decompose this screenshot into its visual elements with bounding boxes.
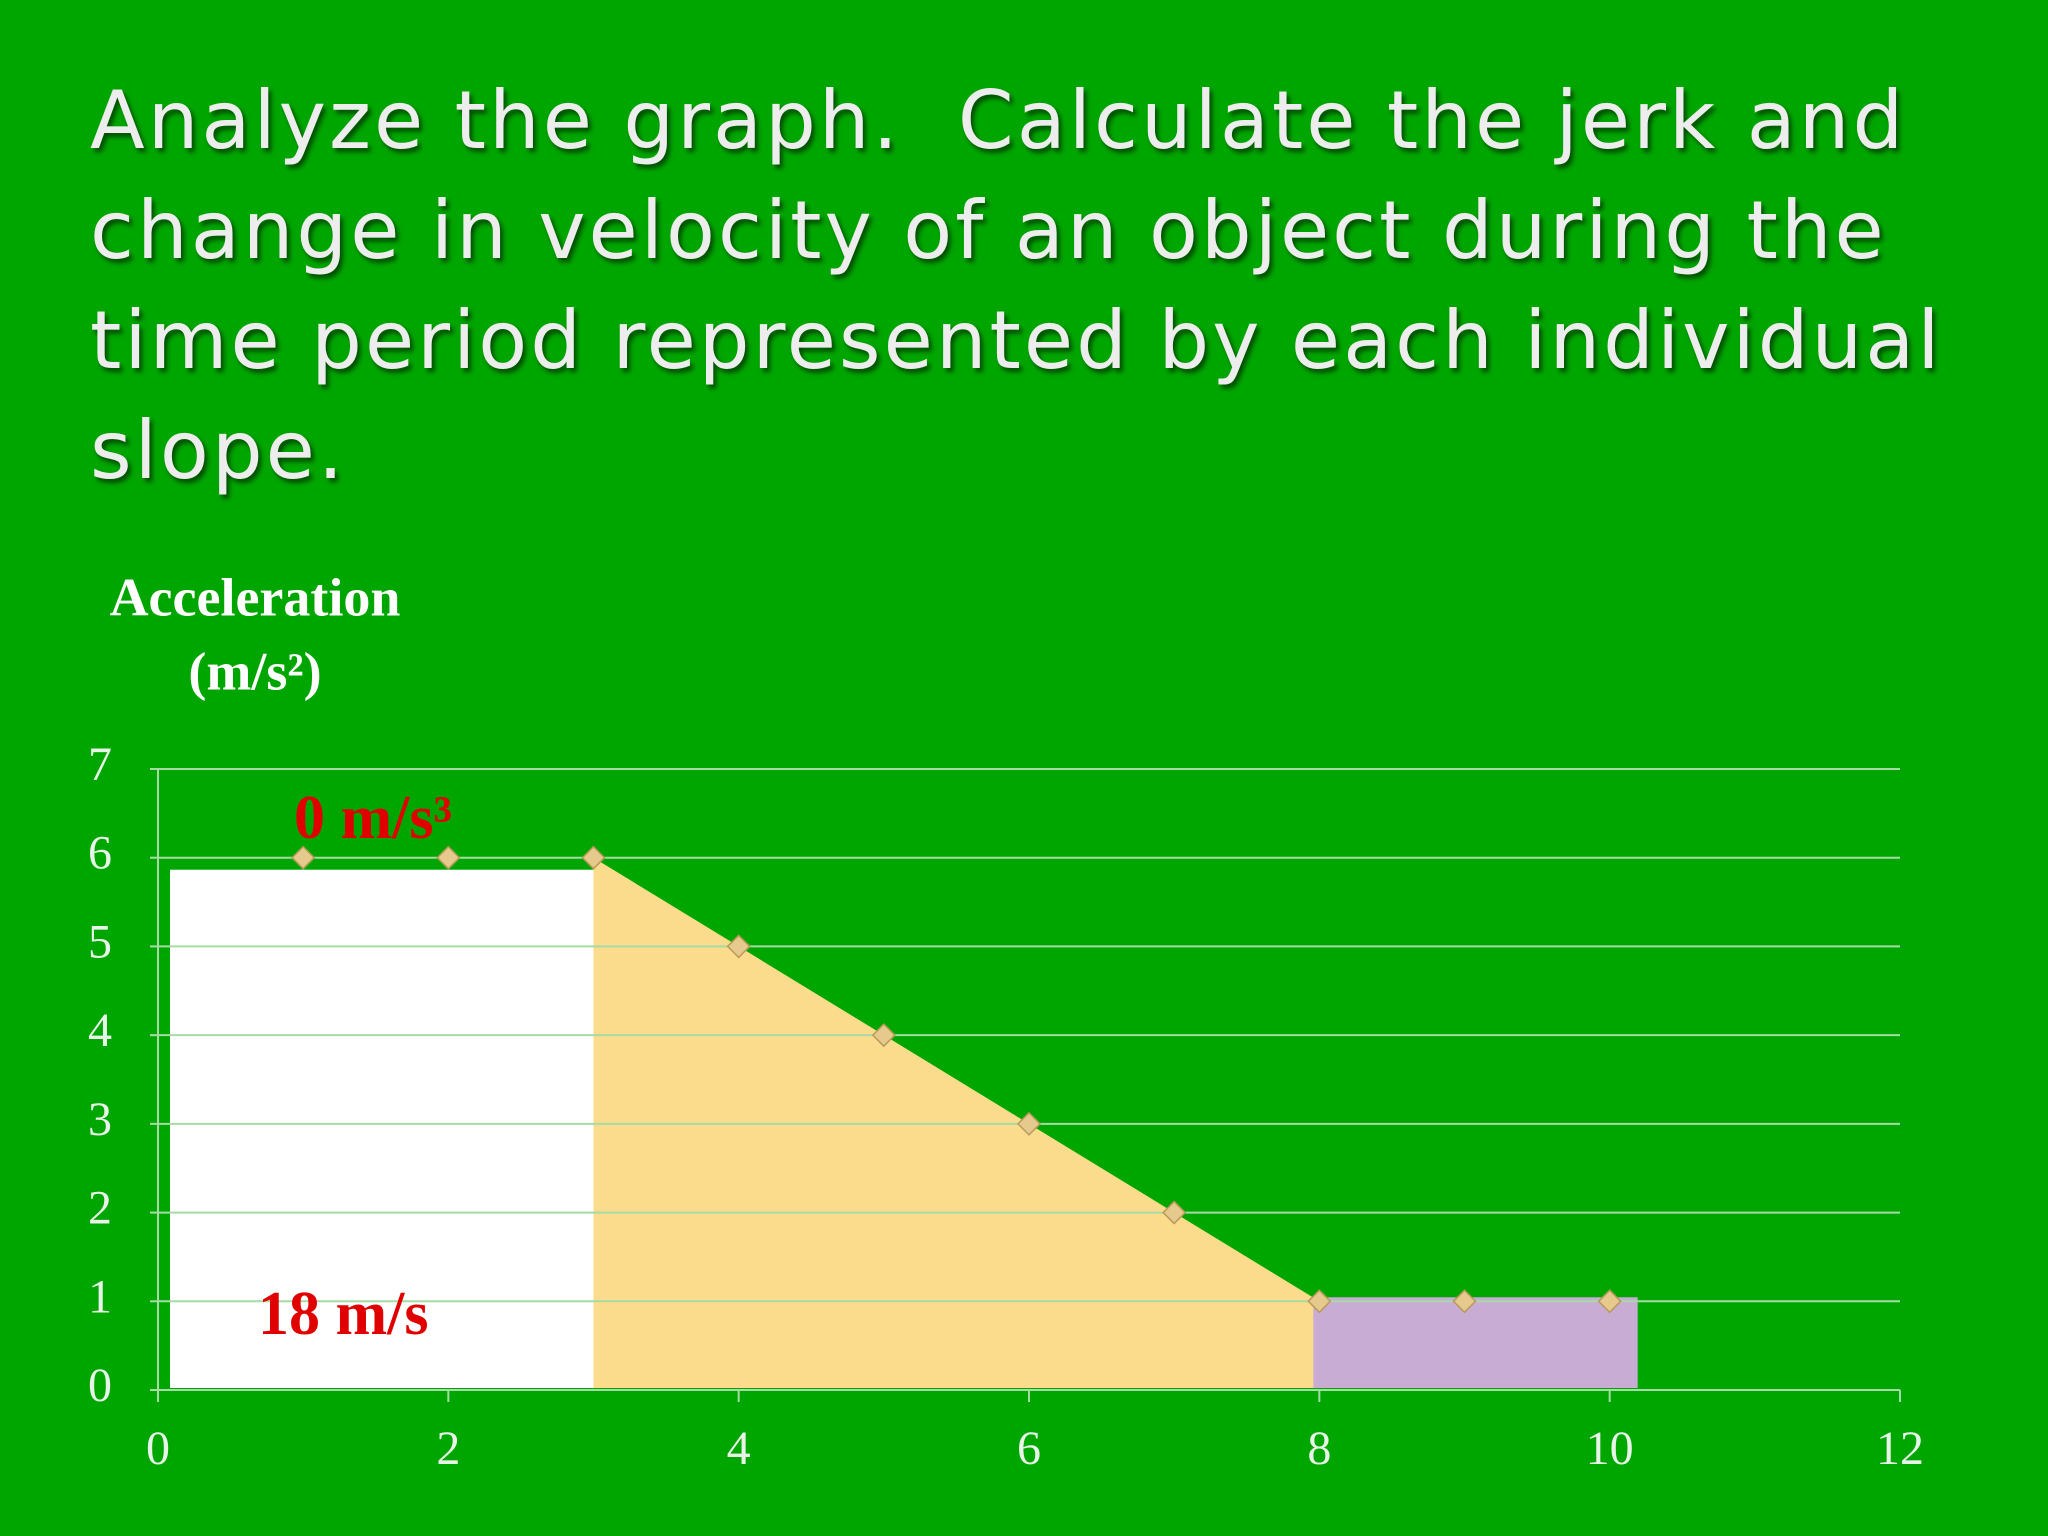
area-constant-low (1313, 1297, 1638, 1388)
marker (726, 934, 751, 959)
x-tick-label: 12 (1876, 1422, 1924, 1475)
y-tick-label: 6 (88, 827, 112, 880)
y-tick-label: 4 (88, 1004, 112, 1057)
marker (581, 845, 606, 870)
marker (1307, 1289, 1332, 1314)
y-tick-label: 7 (88, 738, 112, 791)
y-axis-label: (m/s²) (188, 641, 321, 701)
annotation: 18 m/s (258, 1280, 429, 1348)
marker (1162, 1200, 1187, 1225)
marker (871, 1023, 896, 1048)
x-tick-label: 8 (1307, 1422, 1331, 1475)
marker (1597, 1289, 1622, 1314)
slide-title: Analyze the graph. Calculate the jerk an… (90, 74, 1971, 497)
marker (1452, 1289, 1477, 1314)
x-tick-label: 4 (727, 1422, 751, 1475)
y-tick-label: 0 (88, 1359, 112, 1412)
y-tick-label: 5 (88, 915, 112, 968)
annotation: 0 m/s³ (294, 784, 452, 852)
x-tick-label: 0 (146, 1422, 170, 1475)
marker (1016, 1111, 1042, 1136)
y-tick-label: 2 (88, 1182, 112, 1235)
y-tick-label: 1 (88, 1270, 112, 1323)
y-axis-label: Acceleration (110, 567, 401, 627)
marker (436, 845, 461, 870)
x-tick-label: 2 (436, 1422, 460, 1475)
x-tick-label: 10 (1586, 1422, 1634, 1475)
marker (291, 845, 316, 870)
x-tick-label: 6 (1017, 1422, 1041, 1475)
y-tick-label: 3 (88, 1093, 112, 1146)
